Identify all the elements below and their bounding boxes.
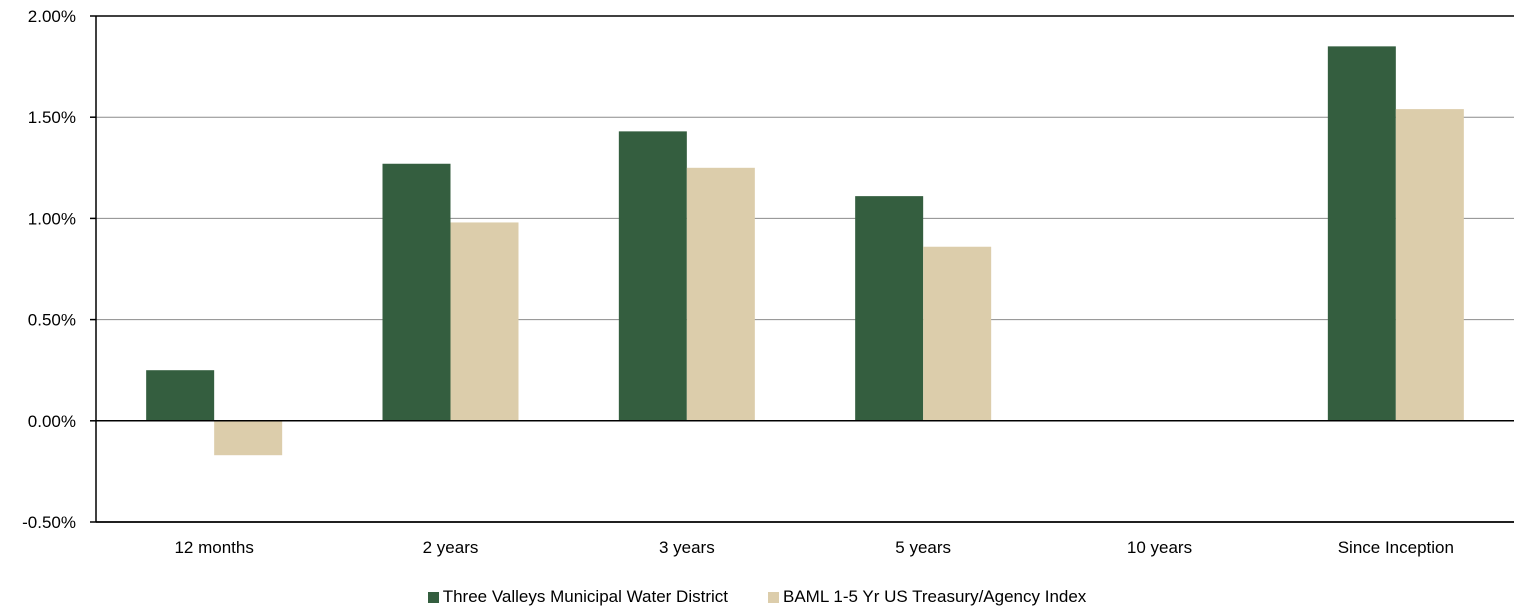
axes bbox=[90, 15, 1514, 523]
y-tick-label: 1.50% bbox=[28, 108, 76, 127]
legend: Three Valleys Municipal Water District B… bbox=[0, 585, 1514, 609]
gridlines bbox=[96, 15, 1514, 523]
bars bbox=[146, 46, 1464, 456]
bar-2-5-years bbox=[923, 246, 992, 421]
legend-label-series-1: Three Valleys Municipal Water District bbox=[442, 587, 728, 606]
bar-2-12-months bbox=[214, 420, 283, 456]
y-axis-tick-labels: 2.00% 1.50% 1.00% 0.50% 0.00% -0.50% bbox=[22, 7, 76, 532]
legend-item-series-2: BAML 1-5 Yr US Treasury/Agency Index bbox=[768, 587, 1086, 607]
bar-1-since-inception bbox=[1327, 46, 1396, 421]
x-category-label: 2 years bbox=[423, 538, 479, 557]
bar-1-3-years bbox=[618, 131, 687, 421]
x-category-label: Since Inception bbox=[1338, 538, 1454, 557]
bar-2-2-years bbox=[450, 222, 519, 421]
bar-1-5-years bbox=[855, 196, 924, 421]
legend-swatch-series-2 bbox=[768, 591, 779, 603]
y-tick-label: 0.00% bbox=[28, 412, 76, 431]
legend-label-series-2: BAML 1-5 Yr US Treasury/Agency Index bbox=[783, 587, 1087, 606]
legend-item-series-1: Three Valleys Municipal Water District bbox=[427, 587, 728, 607]
x-category-label: 5 years bbox=[895, 538, 951, 557]
x-category-label: 10 years bbox=[1127, 538, 1192, 557]
x-axis-category-labels: 12 months 2 years 3 years 5 years 10 years Si… bbox=[174, 538, 1453, 557]
bar-1-2-years bbox=[382, 163, 451, 421]
y-tick-label: -0.50% bbox=[22, 513, 76, 532]
bar-2-since-inception bbox=[1395, 109, 1464, 421]
x-category-label: 3 years bbox=[659, 538, 715, 557]
bar-2-3-years bbox=[686, 167, 755, 421]
y-tick-label: 2.00% bbox=[28, 7, 76, 26]
y-tick-label: 1.00% bbox=[28, 209, 76, 228]
y-tick-label: 0.50% bbox=[28, 311, 76, 330]
x-category-label: 12 months bbox=[174, 538, 253, 557]
legend-swatch-series-1 bbox=[427, 591, 439, 603]
bar-1-12-months bbox=[146, 370, 215, 421]
